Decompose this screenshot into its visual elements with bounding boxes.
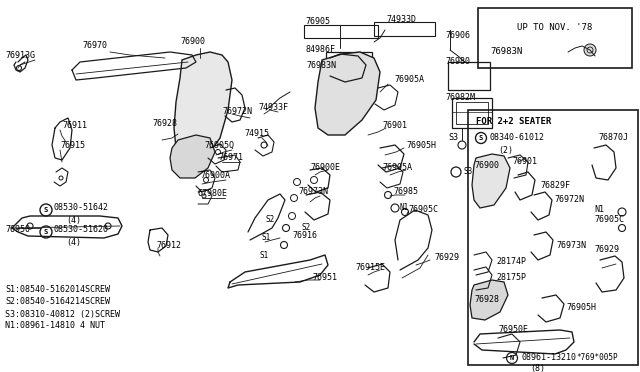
- Text: 76929: 76929: [594, 246, 619, 254]
- Text: 74933F: 74933F: [258, 103, 288, 112]
- Text: 76983N: 76983N: [306, 61, 336, 71]
- Polygon shape: [472, 154, 510, 208]
- Bar: [468, 110, 638, 365]
- Text: 76905A: 76905A: [394, 76, 424, 84]
- Text: 76901: 76901: [512, 157, 537, 167]
- Text: 76982M: 76982M: [445, 93, 475, 103]
- Text: 67980E: 67980E: [198, 189, 228, 199]
- Text: 76973N: 76973N: [556, 241, 586, 250]
- Text: 76905Q: 76905Q: [204, 141, 234, 150]
- Text: 76912: 76912: [156, 241, 181, 250]
- Text: (4): (4): [66, 215, 81, 224]
- Text: S3:08310-40812 (2)SCREW: S3:08310-40812 (2)SCREW: [5, 310, 120, 318]
- Bar: [448, 62, 490, 90]
- Polygon shape: [470, 280, 508, 320]
- Text: FOR 2+2 SEATER: FOR 2+2 SEATER: [476, 118, 551, 126]
- Text: 76911: 76911: [62, 122, 87, 131]
- Text: N1: N1: [400, 202, 409, 212]
- Text: 28174P: 28174P: [496, 257, 526, 266]
- Text: 76916: 76916: [292, 231, 317, 240]
- Bar: [456, 102, 488, 124]
- Text: 76972N: 76972N: [554, 196, 584, 205]
- Text: 28175P: 28175P: [496, 273, 526, 282]
- Text: 76905A: 76905A: [382, 164, 412, 173]
- Text: 76906: 76906: [445, 32, 470, 41]
- Text: 76900A: 76900A: [200, 171, 230, 180]
- Text: 84986F: 84986F: [306, 45, 336, 55]
- Bar: [478, 8, 632, 68]
- Text: UP TO NOV. '78: UP TO NOV. '78: [517, 23, 593, 32]
- Text: N: N: [510, 355, 514, 361]
- Text: S: S: [479, 135, 483, 141]
- Text: 76900: 76900: [180, 38, 205, 46]
- Text: S1: S1: [260, 250, 269, 260]
- Text: 76950E: 76950E: [498, 326, 528, 334]
- Text: S1: S1: [262, 234, 271, 243]
- Text: N1:08961-14810 4 NUT: N1:08961-14810 4 NUT: [5, 321, 105, 330]
- Text: 76905H: 76905H: [406, 141, 436, 150]
- Text: 76970: 76970: [82, 42, 107, 51]
- Text: 76928: 76928: [474, 295, 499, 305]
- Text: 76913G: 76913G: [5, 51, 35, 60]
- Text: S3: S3: [448, 134, 458, 142]
- Text: 76905C: 76905C: [408, 205, 438, 215]
- Text: 76983N: 76983N: [490, 48, 522, 57]
- Polygon shape: [174, 52, 232, 162]
- Text: S1:08540-5162014SCREW: S1:08540-5162014SCREW: [5, 285, 110, 295]
- Text: 76915: 76915: [60, 141, 85, 150]
- Bar: [304, 25, 378, 38]
- Text: 76928: 76928: [152, 119, 177, 128]
- Text: 08961-13210: 08961-13210: [522, 353, 577, 362]
- Text: (4): (4): [66, 237, 81, 247]
- Text: 76973N: 76973N: [298, 187, 328, 196]
- Bar: [374, 22, 435, 36]
- Text: S2: S2: [302, 224, 311, 232]
- Text: 76901: 76901: [382, 121, 407, 129]
- Text: (2): (2): [498, 145, 513, 154]
- Text: 08340-61012: 08340-61012: [490, 134, 545, 142]
- Text: 76929: 76929: [434, 253, 459, 263]
- Text: 76870J: 76870J: [598, 134, 628, 142]
- Text: 76915E: 76915E: [355, 263, 385, 273]
- Text: 76900: 76900: [474, 160, 499, 170]
- Bar: [452, 98, 492, 128]
- Text: 08530-51642: 08530-51642: [54, 203, 109, 212]
- Text: 76905C: 76905C: [594, 215, 624, 224]
- Text: 76829F: 76829F: [540, 180, 570, 189]
- Text: S2: S2: [265, 215, 275, 224]
- Text: 76971: 76971: [218, 154, 243, 163]
- Text: 74915: 74915: [244, 129, 269, 138]
- Text: 76905: 76905: [305, 17, 330, 26]
- Text: 74933D: 74933D: [386, 16, 416, 25]
- Text: 76972N: 76972N: [222, 108, 252, 116]
- Polygon shape: [170, 135, 215, 178]
- Text: S: S: [44, 229, 48, 235]
- Text: N1: N1: [594, 205, 604, 215]
- Text: (8): (8): [530, 363, 545, 372]
- Text: 76985: 76985: [393, 187, 418, 196]
- Circle shape: [584, 44, 596, 56]
- Bar: [326, 52, 372, 78]
- Text: 76905H: 76905H: [566, 304, 596, 312]
- Text: 76951: 76951: [312, 273, 337, 282]
- Text: 08530-51620: 08530-51620: [54, 225, 109, 234]
- Text: S2:08540-5164214SCREW: S2:08540-5164214SCREW: [5, 298, 110, 307]
- Text: *769*005P: *769*005P: [577, 353, 618, 362]
- Text: S: S: [44, 207, 48, 213]
- Text: 76980: 76980: [445, 58, 470, 67]
- Polygon shape: [315, 52, 380, 135]
- Text: 76950: 76950: [5, 225, 30, 234]
- Text: 76900E: 76900E: [310, 163, 340, 171]
- Text: S3: S3: [463, 167, 472, 176]
